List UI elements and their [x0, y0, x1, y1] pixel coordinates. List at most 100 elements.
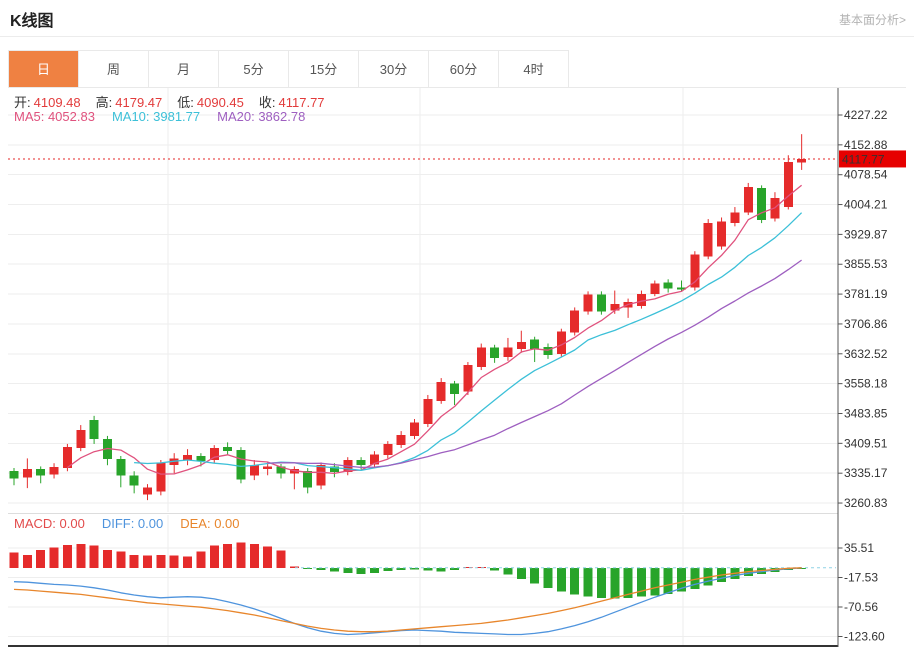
candle-body [596, 294, 606, 312]
macd-bar [463, 566, 473, 568]
ohlc-high-label: 高: [95, 95, 113, 110]
tab-week[interactable]: 周 [79, 51, 149, 88]
macd-tick-2-label: -70.56 [844, 600, 878, 614]
macd-bar [183, 556, 193, 568]
ohlc-close-label: 收: [258, 95, 276, 110]
candle-body [730, 212, 740, 224]
diff-line [13, 567, 802, 636]
candle-body [610, 304, 620, 311]
page-title: K线图 [10, 13, 54, 30]
macd-tick-3-label: -123.60 [844, 629, 885, 643]
macd-bar [530, 567, 540, 584]
price-tick-11-label: 3409.51 [844, 436, 888, 450]
tab-4hour[interactable]: 4时 [499, 51, 569, 88]
candle-body [663, 282, 673, 289]
tab-month[interactable]: 月 [149, 51, 219, 88]
ma5-line [67, 184, 803, 475]
ma10-legend-item: MA10: 3981.77 [111, 109, 201, 124]
macd-bar [62, 544, 72, 568]
price-tick-3-label: 4004.21 [844, 198, 888, 212]
price-tick-6-label: 3781.19 [844, 287, 888, 301]
macd-bar [383, 567, 393, 572]
macd-legend-item: MACD: 0.00 [14, 516, 85, 531]
tab-15min[interactable]: 15分 [289, 51, 359, 88]
candle-body [369, 454, 379, 465]
current-price-badge [839, 150, 906, 168]
tab-60min[interactable]: 60分 [429, 51, 499, 88]
dea-line [13, 567, 802, 633]
candle-body [156, 463, 166, 492]
candle-body [316, 465, 326, 486]
ma20-legend-item: MA20: 3862.78 [217, 109, 306, 124]
candle-body [490, 347, 500, 359]
macd-bar [423, 567, 433, 571]
ma20-line [267, 259, 802, 469]
candle-body [757, 188, 767, 220]
candle-body [583, 294, 593, 312]
macd-bar [316, 567, 326, 570]
macd-bar [102, 549, 112, 568]
ma-legend: MA5: 4052.83 MA10: 3981.77 MA20: 3862.78 [14, 109, 322, 124]
candle-body [263, 466, 273, 470]
tab-day[interactable]: 日 [9, 51, 79, 88]
candle-body [677, 287, 686, 290]
macd-bar [636, 567, 646, 597]
candle-body [22, 469, 32, 478]
macd-bar [156, 554, 166, 568]
candle-body [383, 443, 393, 456]
candle-body [129, 475, 139, 486]
fundamental-analysis-link[interactable]: 基本面分析> [838, 13, 906, 27]
macd-bar [690, 567, 700, 589]
macd-bar [610, 567, 620, 599]
dea-legend-item: DEA: 0.00 [180, 516, 240, 531]
macd-bar [503, 567, 513, 575]
macd-bar [209, 545, 219, 568]
macd-bar [249, 543, 259, 568]
macd-bar [22, 554, 32, 568]
candle-body [236, 449, 246, 480]
macd-bar [596, 567, 606, 598]
current-price-badge-value: 4117.77 [842, 152, 885, 166]
candle-body [783, 162, 793, 208]
candle-body [516, 341, 526, 349]
price-tick-8-label: 3632.52 [844, 347, 888, 361]
candle-body [690, 254, 700, 288]
chart-bottom-line [8, 645, 838, 647]
macd-bar [236, 542, 246, 568]
ohlc-legend: 开: 4109.48 高: 4179.47 低: 4090.45 收: 4117.77 [14, 92, 340, 111]
tab-30min[interactable]: 30分 [359, 51, 429, 88]
tab-5min[interactable]: 5分 [219, 51, 289, 88]
macd-bar [263, 546, 273, 568]
macd-bar [556, 567, 566, 592]
macd-legend: MACD: 0.00 DIFF: 0.00 DEA: 0.00 [14, 516, 257, 531]
candle-body [743, 186, 753, 213]
price-tick-4-label: 3929.87 [844, 227, 888, 241]
candle-body [556, 331, 566, 355]
macd-bar [436, 567, 446, 572]
candle-body [463, 364, 473, 392]
macd-bar [116, 551, 126, 568]
ma10-line [134, 212, 803, 471]
candle-body [530, 339, 540, 349]
price-tick-9-label: 3558.18 [844, 377, 888, 391]
macd-bar [570, 567, 580, 595]
candle-body [703, 223, 713, 257]
macd-bar [623, 567, 633, 598]
candle-body [49, 467, 59, 475]
candle-body [717, 221, 727, 247]
macd-bar [76, 543, 86, 568]
candle-body [650, 283, 660, 294]
candle-body [356, 460, 366, 466]
price-tick-1-label: 4152.88 [844, 138, 888, 152]
candle-body [410, 422, 419, 436]
price-tick-2-label: 4078.54 [844, 168, 888, 182]
ma5-legend-item: MA5: 4052.83 [14, 109, 95, 124]
macd-bar [223, 543, 233, 568]
candle-body [249, 465, 259, 476]
macd-tick-0-label: 35.51 [844, 541, 874, 555]
candle-body [62, 447, 72, 469]
macd-bar [169, 555, 179, 568]
tab-bar-underline [8, 87, 906, 88]
